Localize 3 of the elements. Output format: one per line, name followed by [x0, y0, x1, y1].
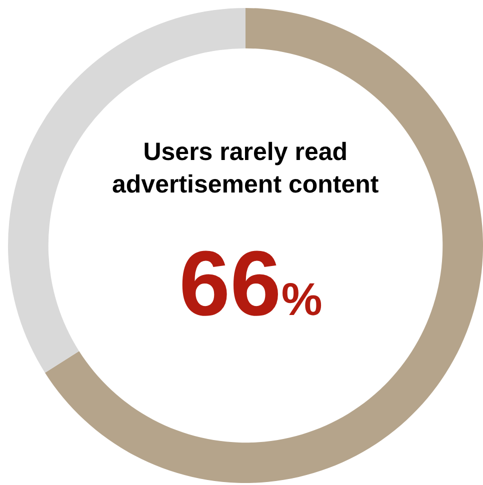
- data-label: 66%: [179, 233, 322, 335]
- donut-slice: [44, 8, 483, 483]
- text: Users rarely read advertisement content: [112, 138, 380, 198]
